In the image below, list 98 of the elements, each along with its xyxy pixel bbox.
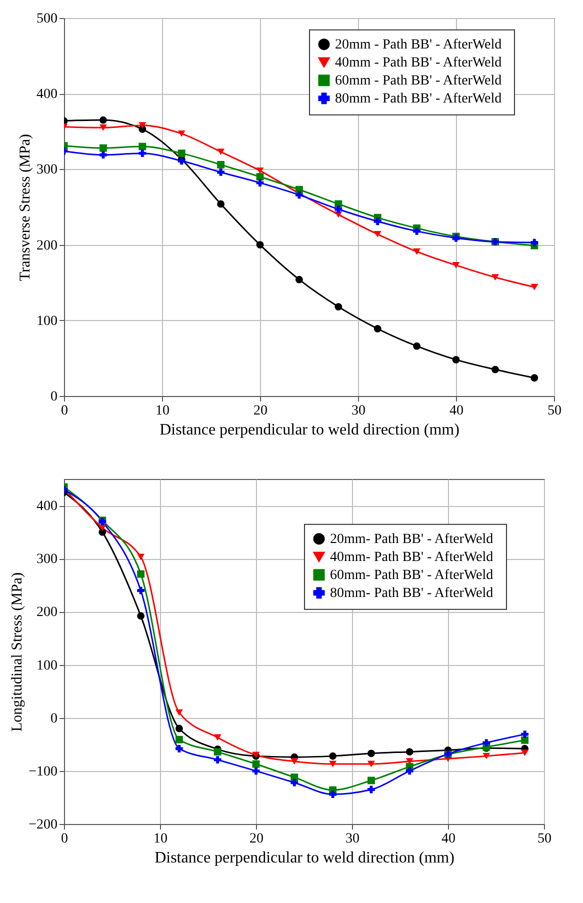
point bbox=[137, 570, 145, 578]
point bbox=[406, 767, 414, 775]
y-tick-label: 400 bbox=[36, 87, 58, 102]
x-tick-label: 40 bbox=[450, 404, 464, 418]
x-tick-label: 10 bbox=[156, 404, 170, 418]
point bbox=[521, 750, 529, 756]
point bbox=[367, 750, 375, 758]
point bbox=[99, 151, 107, 159]
x-tick-label: 30 bbox=[352, 404, 366, 418]
y-tick-label: 400 bbox=[36, 499, 58, 514]
legend-label: 60mm - Path BB' - AfterWeld bbox=[335, 73, 502, 88]
y-tick-label: 200 bbox=[36, 605, 58, 620]
point bbox=[138, 142, 146, 150]
point bbox=[138, 122, 146, 129]
point bbox=[99, 116, 107, 124]
point bbox=[491, 274, 499, 281]
y-tick-label: −200 bbox=[28, 818, 58, 832]
legend-label: 60mm- Path BB' - AfterWeld bbox=[330, 568, 494, 583]
x-tick-label: 10 bbox=[154, 832, 168, 846]
point bbox=[217, 168, 225, 176]
x-tick-label: 20 bbox=[254, 404, 268, 418]
point bbox=[521, 730, 529, 738]
point bbox=[491, 366, 499, 374]
legend-label: 40mm- Path BB' - AfterWeld bbox=[330, 550, 494, 565]
point bbox=[290, 778, 298, 786]
y-tick-label: 300 bbox=[36, 552, 58, 568]
point bbox=[99, 124, 107, 131]
point bbox=[252, 767, 260, 775]
point bbox=[256, 179, 264, 187]
point bbox=[482, 739, 490, 746]
y-tick-label: 0 bbox=[50, 711, 58, 726]
point bbox=[530, 374, 538, 382]
point bbox=[214, 734, 222, 741]
legend-label: 80mm- Path BB' - AfterWeld bbox=[330, 586, 494, 601]
point bbox=[530, 284, 538, 290]
x-axis-title: Distance perpendicular to weld direction (mm) bbox=[154, 850, 454, 866]
point bbox=[137, 586, 145, 594]
legend-label: 40mm - Path BB' - AfterWeld bbox=[335, 55, 502, 70]
y-tick-label: 500 bbox=[36, 12, 58, 26]
x-tick-label: 50 bbox=[548, 404, 562, 418]
point bbox=[334, 303, 342, 310]
point bbox=[138, 150, 146, 158]
point bbox=[175, 709, 183, 716]
x-tick-label: 0 bbox=[61, 404, 68, 418]
point bbox=[374, 325, 382, 332]
point bbox=[137, 612, 145, 620]
y-axis-title: Longitudinal Stress (MPa) bbox=[10, 572, 26, 732]
legend-label: 20mm - Path BB' - AfterWeld bbox=[335, 37, 502, 52]
point bbox=[214, 748, 222, 756]
point bbox=[367, 776, 375, 784]
x-axis-title: Distance perpendicular to weld direction (mm) bbox=[160, 422, 460, 438]
point bbox=[175, 724, 183, 732]
legend-label: 80mm - Path BB' - AfterWeld bbox=[335, 91, 502, 106]
point bbox=[334, 206, 342, 213]
point bbox=[214, 756, 222, 764]
y-tick-label: 300 bbox=[36, 162, 58, 178]
y-tick-label: 100 bbox=[36, 314, 58, 329]
point bbox=[329, 790, 337, 798]
point bbox=[521, 736, 529, 744]
x-tick-label: 40 bbox=[442, 832, 456, 846]
legend-label: 20mm- Path BB' - AfterWeld bbox=[330, 532, 494, 547]
point bbox=[137, 554, 145, 560]
point bbox=[329, 760, 337, 768]
point bbox=[290, 758, 298, 765]
x-tick-label: 30 bbox=[346, 832, 360, 846]
point bbox=[406, 748, 414, 756]
point bbox=[295, 276, 303, 284]
point bbox=[329, 752, 337, 760]
x-tick-label: 0 bbox=[61, 832, 68, 846]
y-tick-label: 100 bbox=[36, 658, 58, 674]
y-tick-label: 200 bbox=[36, 238, 58, 254]
point bbox=[178, 130, 186, 137]
point bbox=[256, 241, 264, 248]
point bbox=[256, 168, 264, 174]
point bbox=[98, 524, 106, 532]
point bbox=[413, 342, 421, 350]
x-tick-label: 50 bbox=[538, 832, 552, 846]
point bbox=[175, 744, 183, 752]
point bbox=[175, 736, 183, 744]
point bbox=[217, 160, 225, 168]
point bbox=[217, 148, 225, 156]
point bbox=[482, 752, 490, 760]
y-tick-label: 0 bbox=[50, 390, 58, 404]
y-tick-label: −100 bbox=[28, 764, 58, 780]
point bbox=[452, 356, 460, 364]
point bbox=[217, 200, 225, 208]
point bbox=[374, 231, 382, 238]
point bbox=[178, 150, 186, 158]
y-axis-title: Transverse Stress (MPa) bbox=[18, 134, 34, 281]
point bbox=[413, 248, 421, 255]
point bbox=[530, 238, 538, 246]
point bbox=[99, 144, 107, 152]
point bbox=[367, 760, 375, 768]
point bbox=[374, 218, 382, 226]
point bbox=[413, 227, 421, 235]
point bbox=[452, 262, 460, 268]
x-tick-label: 20 bbox=[250, 832, 264, 846]
point bbox=[367, 786, 375, 794]
